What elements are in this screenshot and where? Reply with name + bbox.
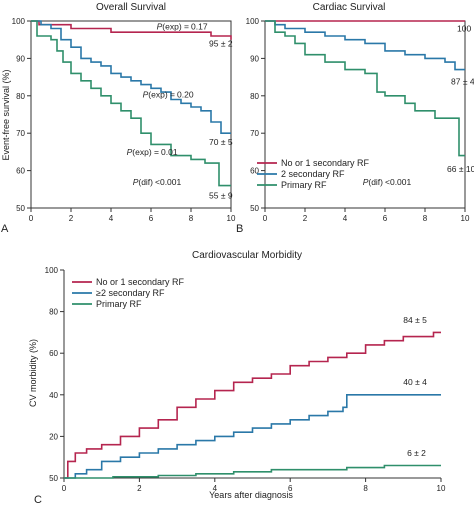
series-line-green [64, 464, 441, 479]
legend-b-label-red: No or 1 secondary RF [281, 158, 370, 168]
plot-frame [30, 20, 232, 209]
y-tick-label: 50 [16, 204, 25, 213]
series-line-blue [265, 20, 465, 71]
annotation: 87 ± 4 [451, 77, 474, 87]
annotation: 70 ± 5 [209, 137, 233, 147]
annotation: 66 ± 10 [447, 164, 474, 174]
y-tick-label: 50 [250, 204, 259, 213]
series-line-blue [64, 394, 441, 479]
annotation: 0.01 [161, 147, 178, 157]
y-tick-label: 70 [250, 129, 259, 138]
panel-a-axes: 0 2 4 6 8 10 50 60 70 80 90 100 [12, 17, 236, 223]
annotation: 55 ± 9 [209, 190, 233, 200]
panel-c: Cardiovascular Morbidity CV morbidity (%… [28, 250, 446, 506]
panel-c-annotations: 84 ± 5 40 ± 4 6 ± 2 [403, 315, 427, 458]
x-tick-label: 6 [288, 484, 293, 493]
annotation: <0.001 [385, 177, 412, 187]
x-tick-label: 6 [149, 214, 154, 223]
y-tick-label: 100 [45, 266, 59, 275]
y-tick-label: 40 [49, 391, 58, 400]
annotation: 40 ± 4 [403, 377, 427, 387]
series-line-green [265, 20, 465, 157]
panel-b-axes: 0 2 4 6 8 10 50 60 70 80 90 100 [246, 17, 470, 223]
y-tick-label: 90 [250, 54, 259, 63]
y-tick-label: 60 [250, 167, 259, 176]
legend-b-label-blue: 2 secondary RF [281, 169, 345, 179]
annotation: 0.17 [191, 22, 208, 32]
panel-b-legend: No or 1 secondary RF 2 secondary RF Prim… [257, 158, 370, 190]
x-tick-label: 2 [69, 214, 74, 223]
series-line-red [64, 331, 441, 479]
y-tick-label: 80 [16, 92, 25, 101]
p-value-prefix: P(exp) = [143, 89, 175, 99]
annotation: <0.001 [155, 177, 182, 187]
x-tick-label: 0 [62, 484, 67, 493]
series-line-green [31, 20, 231, 187]
y-tick-label: 50 [49, 474, 58, 483]
panel-b-title: Cardiac Survival [313, 2, 386, 13]
legend-c-label-red: No or 1 secondary RF [96, 277, 185, 287]
panel-b: Cardiac Survival B 0 2 4 6 8 10 50 60 70 80 90 100 … [236, 2, 474, 235]
panel-a-curves [31, 20, 232, 187]
x-tick-label: 2 [303, 214, 308, 223]
y-tick-label: 60 [49, 349, 58, 358]
x-tick-label: 8 [363, 484, 368, 493]
p-value-prefix: P(dif) [133, 177, 153, 187]
panel-c-ylabel: CV morbidity (%) [28, 339, 38, 407]
y-tick-label: 80 [250, 92, 259, 101]
panel-c-xlabel: Years after diagnosis [209, 490, 293, 500]
series-line-blue [31, 20, 231, 134]
panel-c-curves [64, 331, 441, 479]
x-tick-label: 4 [343, 214, 348, 223]
p-value-prefix: P(exp) = [157, 22, 189, 32]
x-tick-label: 10 [461, 214, 470, 223]
legend-b-label-green: Primary RF [281, 180, 327, 190]
x-tick-label: 0 [29, 214, 34, 223]
annotation: 6 ± 2 [407, 448, 426, 458]
y-tick-label: 100 [246, 17, 260, 26]
y-tick-label: 60 [16, 167, 25, 176]
x-tick-label: 10 [437, 484, 446, 493]
p-value-prefix: P(dif) [363, 177, 383, 187]
x-tick-label: 6 [383, 214, 388, 223]
panel-c-title: Cardiovascular Morbidity [192, 250, 302, 261]
panel-b-letter: B [236, 223, 243, 235]
annotation: 84 ± 5 [403, 315, 427, 325]
annotation: 95 ± 2 [209, 38, 233, 48]
panel-c-legend: No or 1 secondary RF ≥2 secondary RF Pri… [72, 277, 185, 309]
panel-c-letter: C [34, 494, 42, 506]
annotation: 100 [457, 23, 471, 33]
panel-a-letter: A [1, 223, 9, 235]
x-tick-label: 2 [137, 484, 142, 493]
y-tick-label: 20 [49, 432, 58, 441]
panel-a-title: Overall Survival [96, 2, 166, 13]
legend-c-label-green: Primary RF [96, 299, 142, 309]
x-tick-label: 4 [109, 214, 114, 223]
panel-b-curves [265, 20, 465, 157]
x-tick-label: 0 [263, 214, 268, 223]
annotation: 0.20 [177, 89, 194, 99]
x-tick-label: 4 [213, 484, 218, 493]
legend-c-label-blue: ≥2 secondary RF [96, 288, 165, 298]
y-tick-label: 70 [16, 129, 25, 138]
p-value-prefix: P(exp) = [127, 147, 159, 157]
x-tick-label: 8 [189, 214, 194, 223]
x-tick-label: 10 [227, 214, 236, 223]
y-tick-label: 100 [12, 17, 26, 26]
x-tick-label: 8 [423, 214, 428, 223]
y-tick-label: 80 [49, 308, 58, 317]
panel-a-ylabel: Event-free survival (%) [1, 69, 11, 160]
panel-a: Overall Survival Event-free survival (%)… [1, 2, 236, 235]
y-tick-label: 90 [16, 54, 25, 63]
